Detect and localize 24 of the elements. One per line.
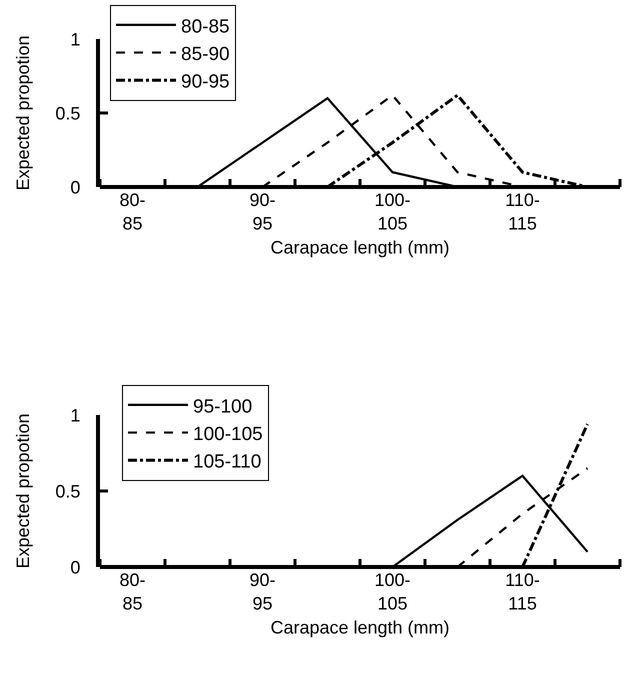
y-axis-title: Expected propotion bbox=[13, 35, 34, 191]
x-tick-label: 90-95 bbox=[249, 570, 276, 614]
x-tick-label: 100-105 bbox=[374, 190, 411, 234]
legend-label: 85-90 bbox=[181, 44, 230, 65]
legend-label: 95-100 bbox=[193, 396, 252, 418]
y-tick-label: 0 bbox=[70, 177, 80, 198]
y-axis-title: Expected propotion bbox=[13, 413, 34, 569]
y-tick-label: 0.5 bbox=[55, 103, 80, 124]
x-tick-label: 110-115 bbox=[505, 190, 540, 234]
legend-label: 80-85 bbox=[181, 16, 230, 38]
legend-label: 100-105 bbox=[193, 424, 263, 445]
y-tick-label: 0 bbox=[70, 557, 80, 578]
legend-label: 105-110 bbox=[193, 452, 262, 473]
y-tick-label: 0.5 bbox=[55, 481, 80, 502]
x-tick-label: 80-85 bbox=[119, 570, 146, 614]
legend-label: 90-95 bbox=[181, 72, 230, 93]
y-tick-label: 1 bbox=[70, 405, 80, 426]
x-tick-label: 110-115 bbox=[505, 570, 540, 614]
x-tick-label: 90-95 bbox=[249, 190, 276, 234]
x-axis-title: Carapace length (mm) bbox=[270, 238, 450, 258]
y-tick-label: 1 bbox=[70, 29, 80, 50]
x-axis-title: Carapace length (mm) bbox=[270, 618, 450, 638]
x-tick-label: 80-85 bbox=[119, 190, 146, 234]
x-tick-label: 100-105 bbox=[374, 570, 411, 614]
